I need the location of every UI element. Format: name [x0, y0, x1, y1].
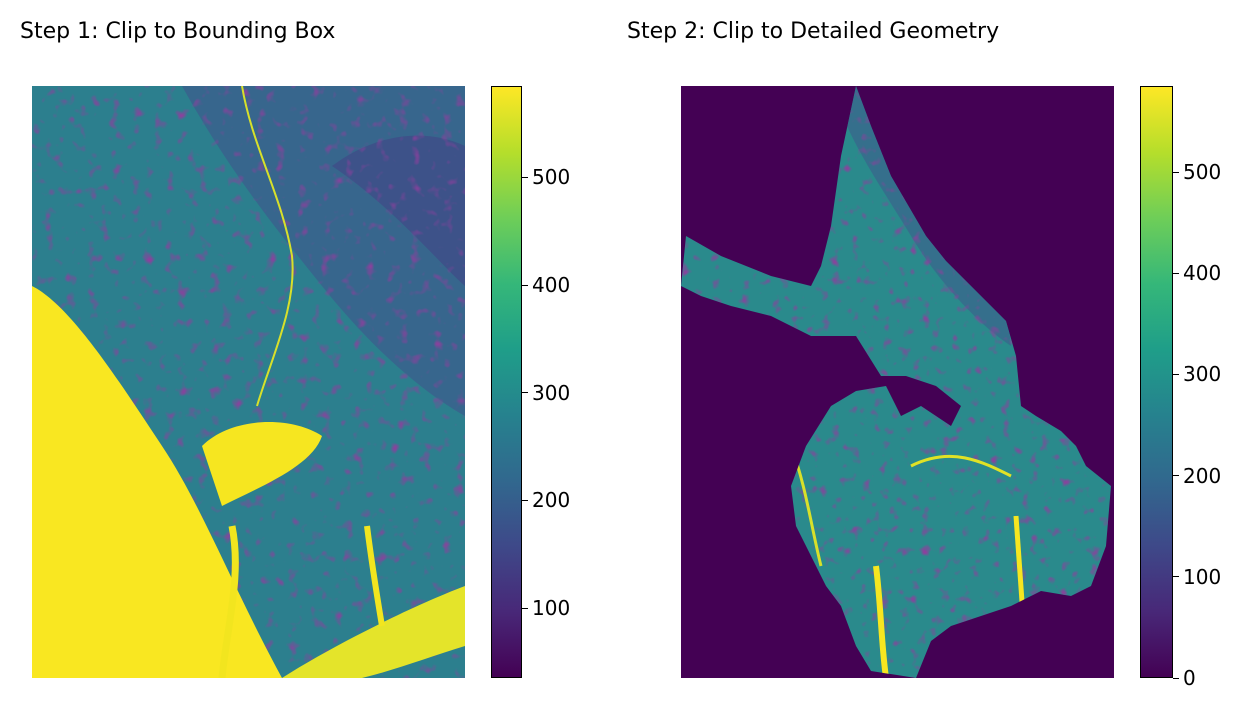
colorbar-tick — [522, 499, 528, 501]
colorbar-tick-label: 100 — [1183, 564, 1222, 589]
colorbar-tick — [1173, 576, 1179, 578]
panel2-raster — [681, 86, 1114, 678]
colorbar-tick-label: 300 — [1183, 362, 1222, 387]
panel1-raster — [32, 86, 465, 678]
colorbar-tick-label: 200 — [1183, 463, 1222, 488]
colorbar-tick-label: 200 — [532, 488, 571, 513]
colorbar-tick — [522, 176, 528, 178]
colorbar-tick — [522, 392, 528, 394]
panel1-colorbar — [491, 86, 522, 678]
colorbar-tick-label: 400 — [1183, 261, 1222, 286]
raster-lowland — [202, 422, 322, 506]
raster-river — [910, 454, 1012, 478]
colorbar-tick-label: 300 — [532, 380, 571, 405]
colorbar-tick-label: 100 — [532, 596, 571, 621]
panel2-title: Step 2: Clip to Detailed Geometry — [627, 19, 1000, 44]
colorbar-tick — [1173, 373, 1179, 375]
raster-river — [364, 525, 385, 627]
raster-river — [873, 565, 889, 678]
colorbar-tick-label: 400 — [532, 273, 571, 298]
colorbar-tick — [1173, 272, 1179, 274]
panel2-colorbar — [1140, 86, 1173, 678]
colorbar-tick — [1173, 171, 1179, 173]
raster-lowland — [282, 586, 465, 678]
colorbar-tick-label: 500 — [1183, 160, 1222, 185]
raster-river — [241, 86, 294, 407]
panel1-title: Step 1: Clip to Bounding Box — [20, 19, 336, 44]
colorbar-tick-label: 0 — [1183, 666, 1196, 690]
raster-lowland — [32, 286, 282, 678]
colorbar-tick-label: 500 — [532, 165, 571, 190]
colorbar-tick — [522, 607, 528, 609]
colorbar-tick — [1173, 475, 1179, 477]
raster-river — [218, 525, 239, 678]
colorbar-tick — [522, 284, 528, 286]
colorbar-tick — [1173, 677, 1179, 679]
